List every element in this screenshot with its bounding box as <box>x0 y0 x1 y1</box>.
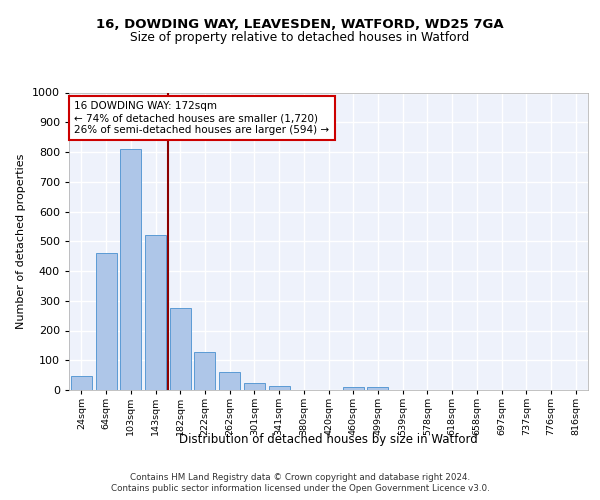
Bar <box>194 352 215 390</box>
Bar <box>145 235 166 390</box>
Bar <box>95 254 116 390</box>
Bar <box>343 387 364 390</box>
Bar <box>367 387 388 390</box>
Bar <box>219 372 240 390</box>
Bar <box>170 308 191 390</box>
Bar <box>71 376 92 390</box>
Text: Contains HM Land Registry data © Crown copyright and database right 2024.: Contains HM Land Registry data © Crown c… <box>130 472 470 482</box>
Bar <box>120 149 141 390</box>
Bar <box>269 386 290 390</box>
Bar <box>244 384 265 390</box>
Text: 16 DOWDING WAY: 172sqm
← 74% of detached houses are smaller (1,720)
26% of semi-: 16 DOWDING WAY: 172sqm ← 74% of detached… <box>74 102 329 134</box>
Text: Contains public sector information licensed under the Open Government Licence v3: Contains public sector information licen… <box>110 484 490 493</box>
Text: Distribution of detached houses by size in Watford: Distribution of detached houses by size … <box>179 432 478 446</box>
Y-axis label: Number of detached properties: Number of detached properties <box>16 154 26 329</box>
Text: 16, DOWDING WAY, LEAVESDEN, WATFORD, WD25 7GA: 16, DOWDING WAY, LEAVESDEN, WATFORD, WD2… <box>96 18 504 30</box>
Text: Size of property relative to detached houses in Watford: Size of property relative to detached ho… <box>130 31 470 44</box>
